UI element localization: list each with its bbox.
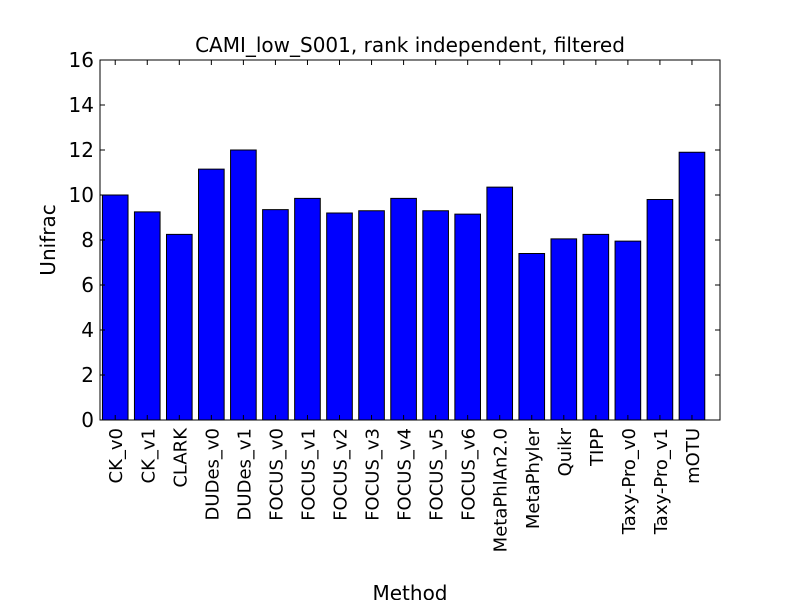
- bar-DUDes_v0: [198, 168, 225, 421]
- bar-Taxy-Pro_v1: [646, 199, 674, 421]
- bars-group: [101, 149, 706, 421]
- bar-FOCUS_v3: [358, 210, 385, 421]
- x-tick-label: FOCUS_v3: [363, 428, 384, 521]
- bar-MetaPhlAn2.0: [486, 186, 514, 421]
- y-tick-label: 0: [81, 408, 94, 432]
- y-tick-label: 14: [69, 93, 94, 117]
- y-tick-label: 16: [69, 48, 94, 72]
- x-tick-label: FOCUS_v4: [395, 428, 416, 521]
- x-axis-label: Method: [372, 581, 447, 600]
- x-tick-label: Quikr: [555, 427, 576, 476]
- x-axis-ticks: CK_v0 CK_v1 CLARK DUDes_v0 DUDes_v1 FOCUS_v0 F…: [106, 60, 704, 552]
- bar-MetaPhyler: [518, 253, 546, 421]
- y-tick-label: 8: [81, 228, 94, 252]
- x-tick-label: FOCUS_v1: [298, 428, 319, 521]
- x-tick-label: Taxy-Pro_v0: [619, 428, 640, 535]
- x-tick-label: FOCUS_v6: [459, 428, 480, 521]
- bar-FOCUS_v1: [294, 197, 321, 421]
- x-tick-label: CLARK: [170, 427, 191, 488]
- bar-TIPP: [582, 233, 610, 421]
- bar-FOCUS_v4: [390, 197, 417, 421]
- bar-Taxy-Pro_v0: [614, 240, 642, 421]
- bar-FOCUS_v0: [262, 209, 289, 421]
- chart-title: CAMI_low_S001, rank independent, filtere…: [195, 33, 625, 57]
- y-tick-label: 10: [69, 183, 94, 207]
- y-tick-label: 12: [69, 138, 94, 162]
- y-tick-label: 4: [81, 318, 94, 342]
- bar-DUDes_v1: [230, 149, 257, 421]
- x-tick-label: FOCUS_v5: [427, 428, 448, 521]
- y-tick-label: 6: [81, 273, 94, 297]
- bar-CK_v1: [133, 211, 161, 421]
- x-tick-label: Taxy-Pro_v1: [651, 428, 672, 535]
- x-tick-label: DUDes_v1: [234, 428, 255, 520]
- bar-CLARK: [165, 233, 193, 421]
- x-tick-label: FOCUS_v2: [331, 428, 352, 521]
- x-tick-label: CK_v0: [106, 428, 127, 483]
- bar-FOCUS_v6: [454, 213, 481, 421]
- y-tick-label: 2: [81, 363, 94, 387]
- bar-mOTU: [678, 151, 706, 421]
- x-tick-label: FOCUS_v0: [266, 428, 287, 521]
- y-axis-ticks: 0 2 4 6 8 10 12 14 16: [69, 48, 720, 432]
- x-tick-label: CK_v1: [138, 428, 159, 483]
- plot-frame: [99, 59, 721, 421]
- bar-Quikr: [550, 238, 578, 421]
- bar-CK_v0: [101, 194, 129, 421]
- x-tick-label: TIPP: [587, 428, 608, 467]
- x-tick-label: MetaPhyler: [523, 427, 544, 529]
- bar-FOCUS_v5: [422, 210, 449, 421]
- x-tick-label: mOTU: [683, 428, 704, 484]
- bar-FOCUS_v2: [326, 212, 353, 421]
- y-axis-label: Unifrac: [36, 204, 60, 275]
- x-tick-label: DUDes_v0: [202, 428, 223, 520]
- x-tick-label: MetaPhlAn2.0: [491, 428, 512, 552]
